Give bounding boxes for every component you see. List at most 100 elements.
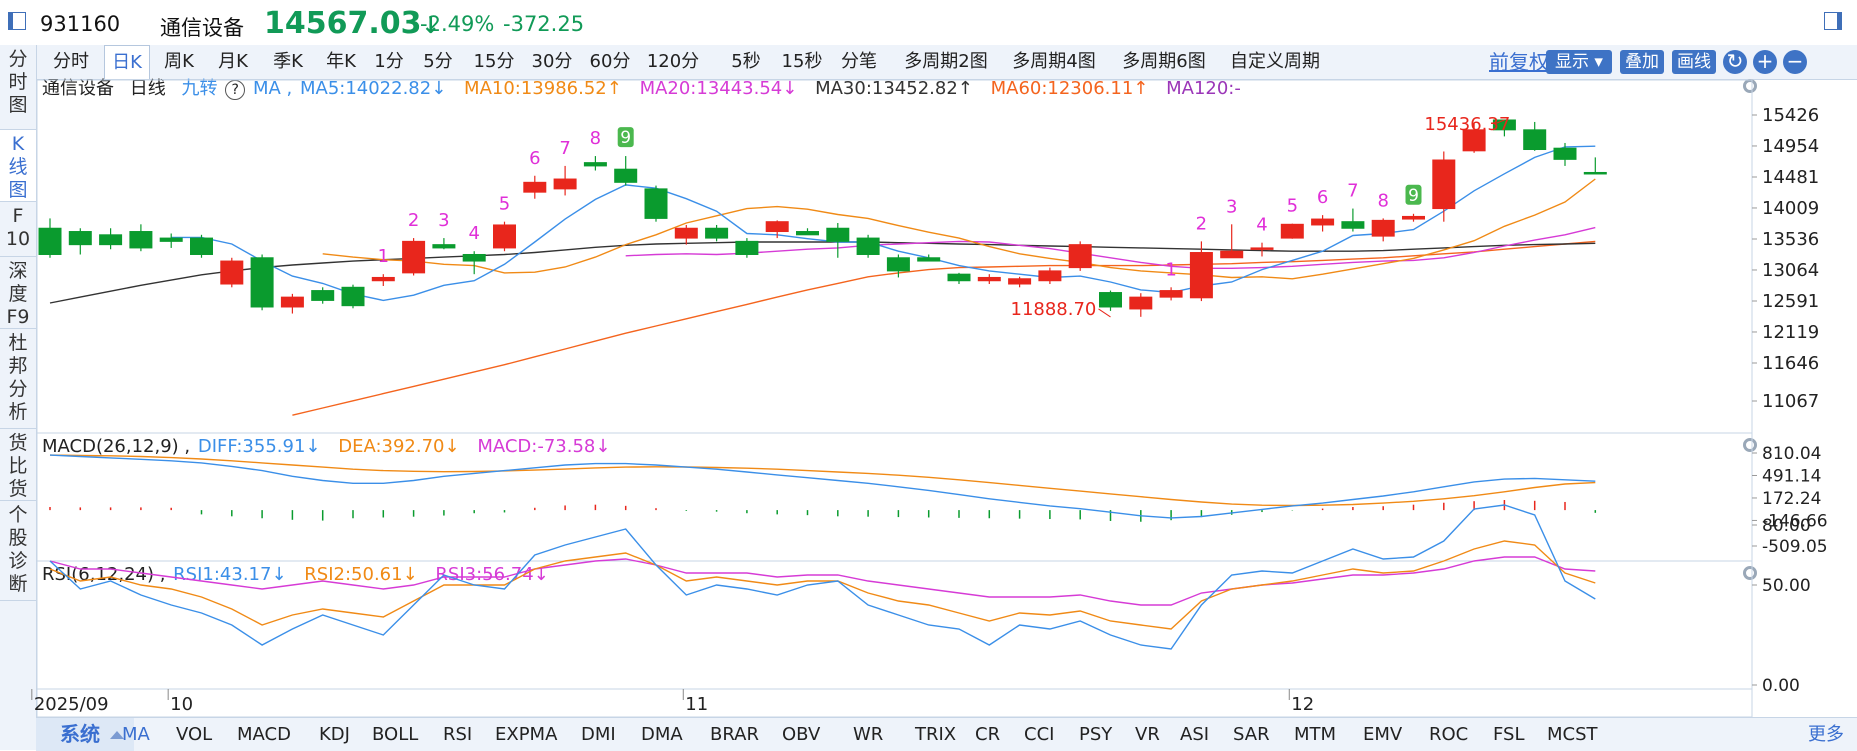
period-tab-11[interactable]: 120分 <box>646 51 700 72</box>
nine-count-label: 1 <box>378 246 389 267</box>
indicator-tab-9[interactable]: BRAR <box>710 724 759 745</box>
macd-label[interactable]: MACD(26,12,9) , <box>42 436 191 457</box>
indicator-tab-bar: 系统 更多 MA VOL MACD KDJ BOLL RSI EXPMA DMI DMA BRAR… <box>36 717 1857 751</box>
more-indicators-button[interactable]: 更多 <box>1808 724 1844 745</box>
rsi-settings-gear-icon[interactable] <box>1743 566 1757 580</box>
high-price-label: 15436.37 <box>1424 114 1510 135</box>
indicator-tab-7[interactable]: DMI <box>581 724 616 745</box>
system-indicator-menu[interactable]: 系统 <box>36 718 134 751</box>
candle-body <box>917 257 941 262</box>
side-panel-toggle-icon[interactable] <box>1824 12 1842 30</box>
zoom-in-icon[interactable]: + <box>1753 50 1777 74</box>
period-tab-6[interactable]: 1分 <box>374 51 404 72</box>
macd-settings-gear-icon[interactable] <box>1743 438 1757 452</box>
left-tab-2[interactable]: F 10 <box>0 202 36 257</box>
candle-body <box>190 237 213 255</box>
period-tab-14[interactable]: 分笔 <box>841 51 877 72</box>
overlay-button[interactable]: 叠加 <box>1620 50 1664 74</box>
nine-count-label: 9 <box>620 128 631 148</box>
left-tab-5[interactable]: 货比货 <box>0 429 36 501</box>
indicator-tab-12[interactable]: TRIX <box>915 724 957 745</box>
left-tab-3[interactable]: 深度 F9 <box>0 257 36 329</box>
rsi-label[interactable]: RSI(6,12,24) , <box>42 564 166 585</box>
candle-body <box>1068 244 1092 269</box>
indicator-tab-10[interactable]: OBV <box>782 724 821 745</box>
indicator-tab-8[interactable]: DMA <box>641 724 683 745</box>
rsi-tick-label: 80.00 <box>1762 516 1811 536</box>
indicator-tab-0[interactable]: MA <box>122 724 150 745</box>
indicator-tab-19[interactable]: MTM <box>1294 724 1337 745</box>
period-tab-18[interactable]: 自定义周期 <box>1230 51 1320 72</box>
indicator-tab-16[interactable]: VR <box>1135 724 1160 745</box>
jiuzhuan-toggle[interactable]: 九转 <box>181 78 218 99</box>
period-tab-10[interactable]: 60分 <box>589 51 631 72</box>
indicator-tab-1[interactable]: VOL <box>176 724 213 745</box>
panel-toggle-icon[interactable] <box>8 12 26 30</box>
indicator-tab-3[interactable]: KDJ <box>319 724 350 745</box>
price-tick-label: 14481 <box>1762 167 1819 188</box>
indicator-tab-18[interactable]: SAR <box>1233 724 1270 745</box>
period-tab-3[interactable]: 月K <box>218 51 248 72</box>
left-tab-0[interactable]: 分时图 <box>0 45 36 130</box>
price-tick-label: 15426 <box>1762 105 1819 126</box>
period-tab-2[interactable]: 周K <box>164 51 194 72</box>
nine-badge <box>1405 184 1422 205</box>
period-tab-12[interactable]: 5秒 <box>731 51 761 72</box>
legend-period: 日线 <box>129 78 166 99</box>
adjust-mode-dropdown[interactable]: 前复权 <box>1489 50 1549 74</box>
indicator-tab-21[interactable]: ROC <box>1429 724 1469 745</box>
ma60-value: MA60:12306.11↑ <box>990 78 1149 99</box>
period-tab-9[interactable]: 30分 <box>531 51 573 72</box>
candle-body <box>1492 119 1516 131</box>
zoom-out-icon[interactable]: − <box>1783 50 1807 74</box>
period-tab-8[interactable]: 15分 <box>473 51 515 72</box>
nine-badge <box>617 127 634 148</box>
period-tab-13[interactable]: 15秒 <box>781 51 823 72</box>
ma-label[interactable]: MA , <box>252 78 293 99</box>
indicator-tab-11[interactable]: WR <box>853 724 884 745</box>
period-tab-16[interactable]: 多周期4图 <box>1012 51 1096 72</box>
nine-count-label: 6 <box>529 148 540 169</box>
indicator-tab-5[interactable]: RSI <box>443 724 473 745</box>
indicator-tab-15[interactable]: PSY <box>1079 724 1113 745</box>
indicator-tab-23[interactable]: MCST <box>1547 724 1598 745</box>
indicator-tab-17[interactable]: ASI <box>1180 724 1210 745</box>
nine-count-label: 7 <box>559 138 570 159</box>
indicator-tab-13[interactable]: CR <box>975 724 1001 745</box>
display-button[interactable]: 显示 ▾ <box>1546 50 1612 74</box>
indicator-tab-14[interactable]: CCI <box>1024 724 1055 745</box>
diff-line <box>49 454 1596 519</box>
main-settings-gear-icon[interactable] <box>1743 79 1757 93</box>
period-tab-7[interactable]: 5分 <box>423 51 453 72</box>
candle-body <box>856 237 880 255</box>
indicator-tab-2[interactable]: MACD <box>237 724 291 745</box>
period-tab-5[interactable]: 年K <box>326 51 356 72</box>
indicator-tab-20[interactable]: EMV <box>1363 724 1403 745</box>
nine-count-label: 3 <box>1226 196 1237 217</box>
indicator-tab-6[interactable]: EXPMA <box>495 724 558 745</box>
left-tab-4[interactable]: 杜邦分析 <box>0 329 36 429</box>
period-tab-1[interactable]: 日K <box>104 45 150 79</box>
period-tab-17[interactable]: 多周期6图 <box>1122 51 1206 72</box>
candle-body <box>462 253 486 262</box>
main-panel-frame <box>36 79 1753 434</box>
period-tab-15[interactable]: 多周期2图 <box>904 51 988 72</box>
indicator-tab-4[interactable]: BOLL <box>372 724 419 745</box>
period-tab-4[interactable]: 季K <box>273 51 303 72</box>
help-icon[interactable]: ? <box>225 80 246 100</box>
indicator-tab-22[interactable]: FSL <box>1493 724 1525 745</box>
candle-body <box>493 224 516 249</box>
date-label: 11 <box>685 694 708 715</box>
left-tab-6[interactable]: 个股诊断 <box>0 501 36 601</box>
period-tab-0[interactable]: 分时 <box>53 51 89 72</box>
chevron-down-icon: ▾ <box>1594 52 1603 72</box>
nine-count-label: 5 <box>499 194 510 215</box>
date-label: 2025/09 <box>34 694 109 715</box>
candle-body <box>129 231 153 249</box>
refresh-icon[interactable]: ↻ <box>1723 50 1747 74</box>
macd-tick-label: 172.24 <box>1762 489 1821 509</box>
date-label: 10 <box>170 694 193 715</box>
draw-line-button[interactable]: 画线 <box>1672 50 1716 74</box>
